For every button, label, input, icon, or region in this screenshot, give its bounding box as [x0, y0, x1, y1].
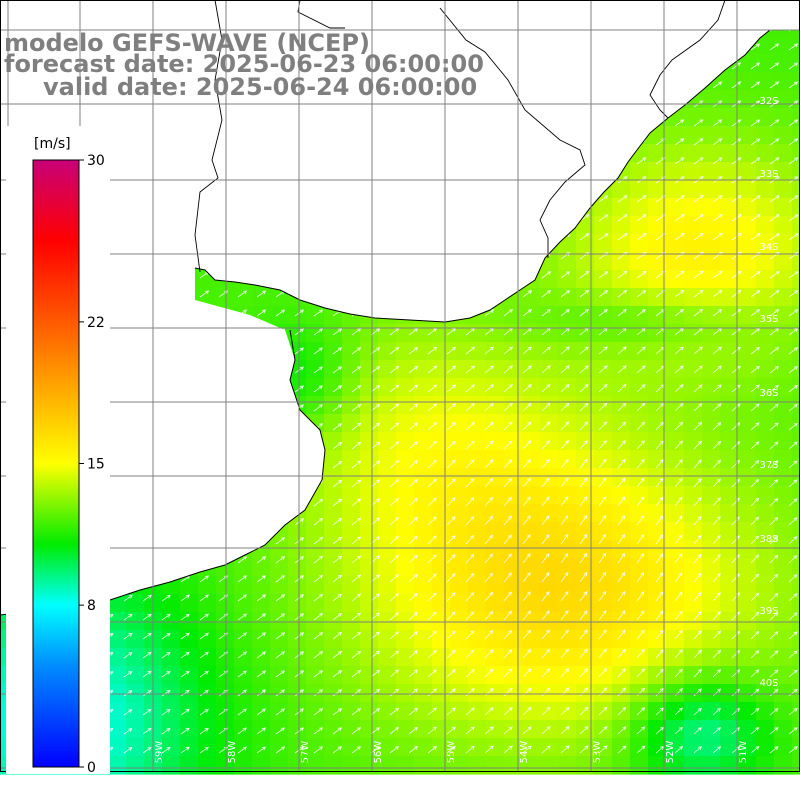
colorbar-tick-label: 22 — [87, 315, 105, 331]
lat-label: 37S — [759, 460, 778, 471]
borders-and-rivers — [194, 0, 726, 273]
colorbar-tick-label: 15 — [87, 457, 105, 473]
valid-date: valid date: 2025-06-24 06:00:00 — [43, 73, 478, 101]
lon-label: 59W — [154, 741, 165, 764]
colorbar-ticks: 30 22 15 8 0 — [79, 153, 105, 776]
lat-label: 34S — [759, 242, 778, 253]
lat-label: 38S — [759, 534, 778, 545]
lon-label: 53W — [592, 741, 603, 764]
lon-label: 54W — [519, 741, 530, 764]
lon-label: 56W — [373, 741, 384, 764]
lat-label: 40S — [759, 678, 778, 689]
lat-label: 39S — [759, 606, 778, 617]
forecast-date: forecast date: 2025-06-23 06:00:00 — [4, 50, 484, 78]
latitude-labels: 32S 33S 34S 35S 36S 37S 38S 39S 40S — [759, 96, 778, 689]
lat-label: 35S — [759, 314, 778, 325]
lon-label: 51W — [738, 741, 749, 764]
land-mask — [0, 0, 800, 615]
colorbar-gradient — [32, 159, 80, 768]
colorbar-tick-label: 0 — [87, 760, 96, 776]
model-title: modelo GEFS-WAVE (NCEP) — [4, 29, 370, 57]
lat-label: 33S — [759, 169, 778, 180]
colorbar-unit: [m/s] — [34, 136, 71, 152]
lon-label: 57W — [300, 741, 311, 764]
lat-label: 36S — [759, 388, 778, 399]
lon-label: 52W — [665, 741, 676, 764]
lat-label: 32S — [759, 96, 778, 107]
colorbar-tick-label: 30 — [87, 153, 105, 169]
colorbar: [m/s] 30 22 15 8 0 — [6, 126, 110, 776]
colorbar-tick-label: 8 — [87, 598, 96, 614]
lon-label: 55W — [446, 741, 457, 764]
lon-label: 58W — [227, 741, 238, 764]
